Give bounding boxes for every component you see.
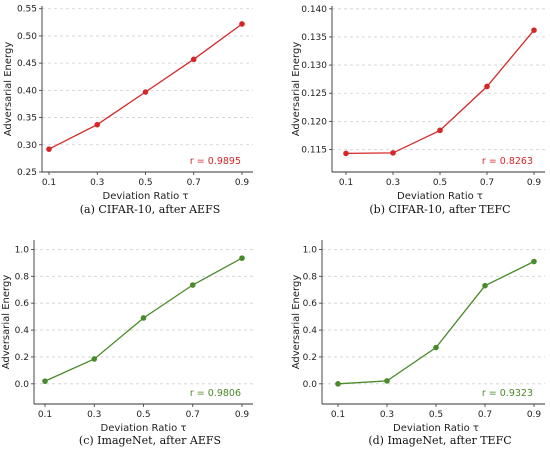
series-line	[345, 29, 535, 155]
x-axis-label: Deviation Ratio τ	[397, 191, 483, 202]
y-tick-label: 0.25	[17, 168, 37, 178]
data-point	[42, 378, 48, 384]
subplot-caption: (c) ImageNet, after AEFS	[79, 434, 221, 447]
y-tick-label: 0.40	[17, 86, 37, 96]
data-point	[190, 56, 197, 63]
x-tick-label: 0.5	[433, 178, 447, 188]
series-line	[337, 260, 535, 385]
y-tick-label: 0.6	[15, 299, 30, 309]
x-axis-label: Deviation Ratio τ	[393, 423, 479, 434]
subplot-caption: (d) ImageNet, after TEFC	[368, 434, 511, 447]
y-axis-label: Adversarial Energy	[291, 42, 302, 137]
y-tick-label: 0.115	[301, 145, 327, 155]
y-tick-label: 0.8	[303, 272, 318, 282]
x-axis-label: Deviation Ratio τ	[103, 191, 189, 202]
data-point	[142, 89, 149, 95]
x-tick-label: 0.3	[380, 410, 394, 420]
y-tick-label: 0.125	[301, 89, 327, 99]
x-tick-label: 0.3	[386, 178, 400, 188]
subplot-c: 0.0 0.2 0.4 0.6 0.8 1.0 0.1 0.3 0.5 0.7 0.9 Deviati…	[1, 240, 253, 447]
data-point	[343, 150, 349, 157]
y-tick-label: 0.55	[17, 5, 37, 15]
y-tick-label: 0.135	[301, 33, 327, 43]
data-point	[390, 150, 396, 156]
x-tick-label: 0.7	[480, 178, 494, 188]
y-tick-label: 0.30	[17, 141, 37, 151]
data-point	[335, 381, 341, 387]
data-point	[46, 146, 52, 152]
correlation-label: r = 0.9323	[482, 388, 533, 399]
data-point	[531, 258, 537, 265]
data-point	[140, 315, 147, 321]
y-tick-label: 1.0	[303, 245, 318, 255]
correlation-label: r = 0.9895	[190, 156, 241, 167]
data-point	[239, 255, 245, 261]
x-tick-label: 0.1	[339, 178, 353, 188]
x-tick-label: 0.1	[38, 410, 52, 420]
x-tick-label: 0.5	[429, 410, 443, 420]
y-tick-label: 1.0	[15, 245, 30, 255]
x-axis-label: Deviation Ratio τ	[101, 423, 187, 434]
data-point	[482, 282, 488, 289]
subplot-b: 0.115 0.120 0.125 0.130 0.135 0.140 0.1 0.3 0.5 0…	[291, 5, 545, 216]
x-tick-label: 0.9	[235, 410, 250, 420]
y-tick-label: 0.35	[17, 114, 37, 124]
subplot-caption: (a) CIFAR-10, after AEFS	[80, 203, 220, 216]
y-tick-label: 0.140	[301, 5, 327, 15]
y-tick-label: 0.2	[15, 353, 29, 363]
x-tick-label: 0.1	[42, 178, 56, 188]
x-tick-label: 0.3	[90, 178, 104, 188]
data-point	[239, 21, 245, 27]
y-tick-label: 0.4	[15, 326, 30, 336]
x-tick-label: 0.7	[187, 178, 201, 188]
y-tick-label: 0.50	[17, 32, 37, 42]
y-tick-label: 0.120	[301, 117, 327, 127]
subplot-a: 0.25 0.30 0.35 0.40 0.45 0.50 0.55 0.1 0.3 0.5 0.7…	[3, 5, 253, 216]
correlation-label: r = 0.8263	[482, 156, 533, 167]
correlation-label: r = 0.9806	[190, 388, 241, 399]
y-tick-label: 0.8	[15, 272, 30, 282]
data-point	[437, 127, 443, 134]
x-tick-label: 0.9	[235, 178, 250, 188]
x-tick-label: 0.9	[527, 178, 542, 188]
series-line	[48, 23, 243, 150]
y-tick-label: 0.0	[15, 380, 30, 390]
y-tick-label: 0.45	[17, 59, 37, 69]
x-tick-label: 0.1	[331, 410, 345, 420]
y-tick-label: 0.2	[303, 353, 317, 363]
data-point	[384, 378, 390, 384]
y-axis-label: Adversarial Energy	[3, 42, 14, 137]
y-axis-label: Adversarial Energy	[1, 275, 12, 370]
y-tick-label: 0.0	[303, 380, 318, 390]
y-axis-label: Adversarial Energy	[291, 275, 302, 370]
x-tick-label: 0.7	[186, 410, 200, 420]
data-point	[433, 344, 439, 351]
data-point	[484, 83, 490, 90]
x-tick-label: 0.5	[136, 410, 150, 420]
data-point	[531, 27, 537, 33]
x-tick-label: 0.7	[478, 410, 492, 420]
y-tick-label: 0.130	[301, 61, 327, 71]
data-point	[91, 356, 98, 362]
y-tick-label: 0.4	[303, 326, 318, 336]
data-point	[189, 282, 196, 288]
x-tick-label: 0.3	[87, 410, 101, 420]
x-tick-label: 0.5	[138, 178, 152, 188]
subplot-caption: (b) CIFAR-10, after TEFC	[369, 203, 510, 216]
subplot-d: 0.0 0.2 0.4 0.6 0.8 1.0 0.1 0.3 0.5 0.7 0.9 Deviati…	[291, 240, 545, 447]
x-tick-label: 0.9	[527, 410, 542, 420]
y-tick-label: 0.6	[303, 299, 318, 309]
data-point	[94, 121, 101, 128]
